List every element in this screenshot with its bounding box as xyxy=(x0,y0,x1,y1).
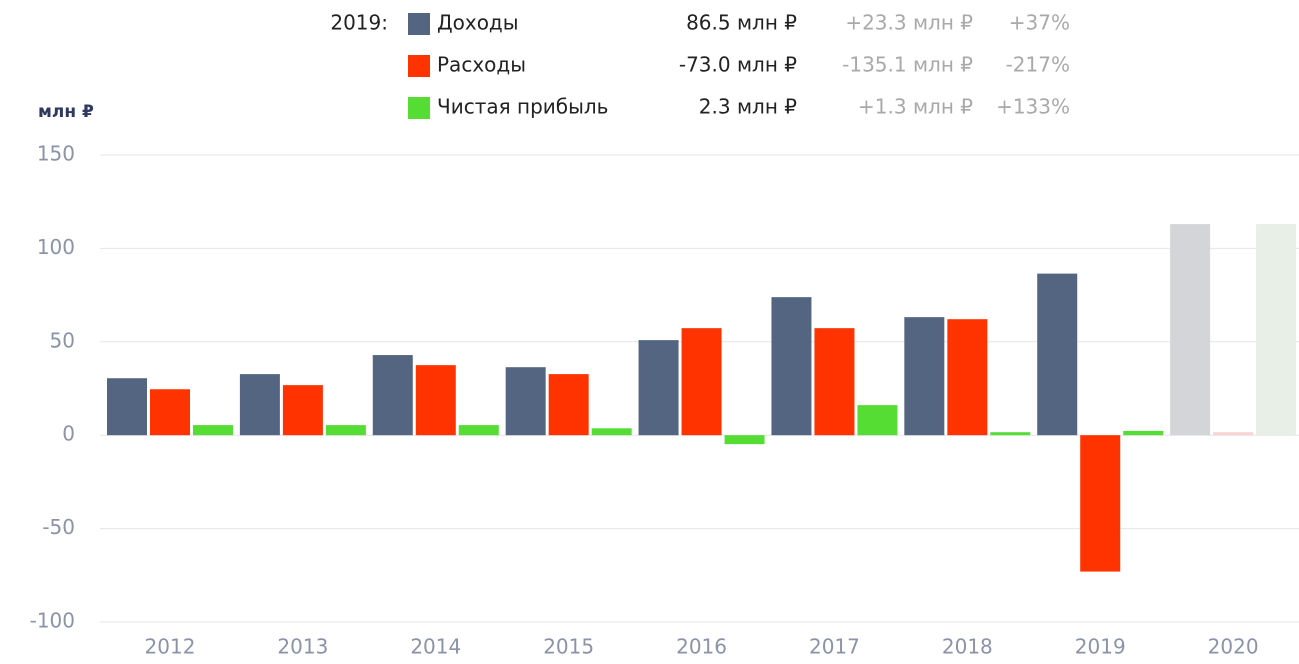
bar xyxy=(1213,432,1254,436)
y-axis-label: млн ₽ xyxy=(38,102,94,122)
bar xyxy=(458,425,499,436)
x-tick-label: 2014 xyxy=(410,635,461,659)
y-tick-label: 50 xyxy=(50,328,75,352)
bar xyxy=(325,425,366,436)
legend-value: 2.3 млн ₽ xyxy=(699,95,797,119)
legend-value: -73.0 млн ₽ xyxy=(679,53,797,77)
bar xyxy=(505,367,546,436)
bar xyxy=(415,365,456,436)
legend-label: Чистая прибыль xyxy=(437,95,608,119)
legend-change-pct: -217% xyxy=(1006,53,1070,77)
bar xyxy=(282,385,323,436)
legend-change: +1.3 млн ₽ xyxy=(858,95,973,119)
x-tick-label: 2012 xyxy=(145,635,196,659)
legend-change-pct: +133% xyxy=(996,95,1070,119)
y-tick-label: 100 xyxy=(37,235,75,259)
x-tick-label: 2013 xyxy=(277,635,328,659)
x-tick-label: 2019 xyxy=(1075,635,1126,659)
legend-change-pct: +37% xyxy=(1009,11,1070,35)
legend-label: Доходы xyxy=(437,11,519,35)
bar xyxy=(1123,430,1164,436)
bar xyxy=(193,425,233,436)
bar xyxy=(990,432,1031,436)
legend-label: Расходы xyxy=(437,53,526,77)
bar xyxy=(814,328,855,436)
bar xyxy=(1170,224,1211,436)
x-tick-label: 2017 xyxy=(809,635,860,659)
legend-value: 86.5 млн ₽ xyxy=(686,11,797,35)
x-tick-label: 2016 xyxy=(676,635,727,659)
y-tick-label: 150 xyxy=(37,142,75,166)
bar xyxy=(771,297,812,436)
bar xyxy=(107,378,147,436)
bar xyxy=(724,435,765,445)
bar xyxy=(638,340,679,436)
y-tick-label: -100 xyxy=(30,609,75,633)
legend-title: 2019: xyxy=(330,11,388,35)
bar xyxy=(681,328,722,436)
bar xyxy=(548,374,589,436)
bar xyxy=(947,319,988,436)
bar xyxy=(857,405,898,436)
legend-change: -135.1 млн ₽ xyxy=(842,53,973,77)
bar xyxy=(904,317,945,436)
legend-swatch xyxy=(408,13,430,35)
bar xyxy=(239,374,280,436)
y-tick-label: 0 xyxy=(62,422,75,446)
x-tick-label: 2018 xyxy=(942,635,993,659)
bar xyxy=(1080,435,1121,572)
bar xyxy=(1037,273,1078,436)
bar xyxy=(372,355,413,436)
legend-swatch xyxy=(408,55,430,77)
x-tick-label: 2020 xyxy=(1208,635,1259,659)
bar xyxy=(1256,224,1297,436)
bar xyxy=(591,428,632,436)
x-tick-label: 2015 xyxy=(543,635,594,659)
y-tick-label: -50 xyxy=(42,515,75,539)
legend-change: +23.3 млн ₽ xyxy=(845,11,973,35)
legend-swatch xyxy=(408,97,430,119)
bar xyxy=(150,389,190,436)
